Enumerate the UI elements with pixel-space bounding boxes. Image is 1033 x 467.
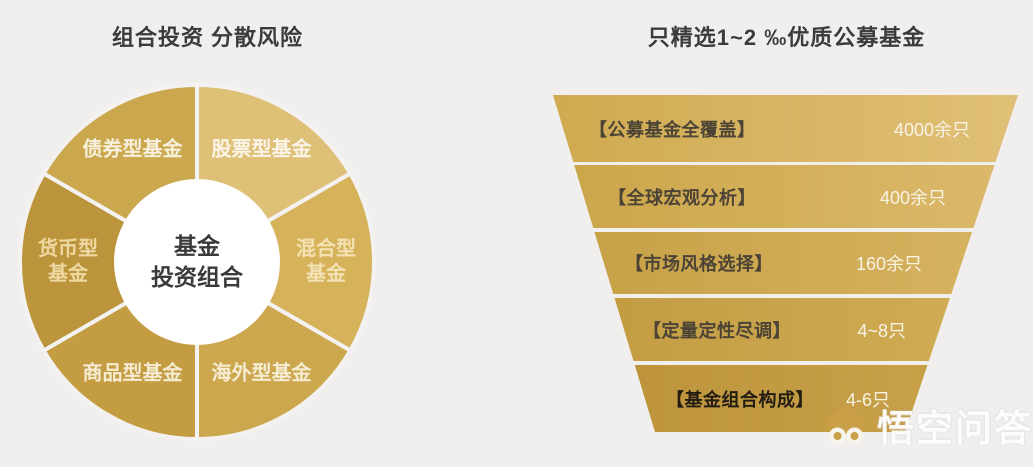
funnel-stage-count: 4000余只 [893,119,970,140]
funnel-stage-4: 【定量定性尽调】 4~8只 [553,298,1018,361]
funnel-stage-count: 160余只 [855,254,922,274]
donut-label-line: 基金 [48,263,88,285]
donut-center-label: 基金 投资组合 [151,231,243,293]
donut-labels-layer: 股票型基金 混合型 基金 海外型基金 商品型基金 货币型 基金 债券型基金 [0,60,420,460]
funnel-stage-3: 【市场风格选择】 160余只 [553,232,1018,294]
funnel-stage-label: 【全球宏观分析】 [608,187,756,208]
donut-segment-label-3: 海外型基金 [212,361,312,386]
donut-label-line: 商品型基金 [82,362,183,385]
donut-segment-label-4: 商品型基金 [83,361,183,386]
donut-segment-label-5: 货币型 基金 [38,237,98,287]
donut-center-line: 基金 [174,233,220,259]
funnel-stage-1: 【公募基金全覆盖】 4000余只 [553,95,1018,162]
donut-label-line: 海外型基金 [211,362,312,385]
donut-label-line: 货币型 [38,238,98,260]
donut-label-line: 基金 [306,263,346,285]
fund-selection-funnel: 【公募基金全覆盖】 4000余只【全球宏观分析】 400余只【市场风格选择】 160余… [553,95,1018,432]
donut-label-line: 债券型基金 [82,138,183,161]
wukong-monkey-logo-icon [828,402,864,445]
donut-label-line: 混合型 [296,238,356,260]
funnel-stage-label: 【市场风格选择】 [625,254,773,274]
watermark: 悟空问答 [820,398,1033,452]
funnel-stage-count: 4-6只 [845,389,890,410]
right-chart-title: 只精选1~2 ‰优质公募基金 [647,25,926,50]
funnel-stage-label: 【定量定性尽调】 [643,320,791,341]
donut-center-circle [114,179,280,345]
donut-segment-label-6: 债券型基金 [83,138,183,163]
funnel-stage-label: 【公募基金全覆盖】 [589,119,756,140]
funnel-stage-label: 【基金组合构成】 [666,389,814,410]
funnel-stage-count: 400余只 [879,187,946,208]
left-chart-title: 组合投资 分散风险 [111,25,304,50]
donut-center-line: 投资组合 [151,264,243,290]
donut-segments-svg [18,82,376,442]
watermark-text: 悟空问答 [877,408,1033,449]
funnel-stage-2: 【全球宏观分析】 400余只 [553,165,1018,228]
donut-segment-label-1: 股票型基金 [212,138,312,163]
donut-segment-label-2: 混合型 基金 [296,237,356,287]
fund-portfolio-donut-chart: 股票型基金 混合型 基金 海外型基金 商品型基金 货币型 基金 债券型基金 基金 投资组合 [0,60,420,460]
donut-label-line: 股票型基金 [211,138,312,161]
funnel-stage-count: 4~8只 [857,320,906,341]
